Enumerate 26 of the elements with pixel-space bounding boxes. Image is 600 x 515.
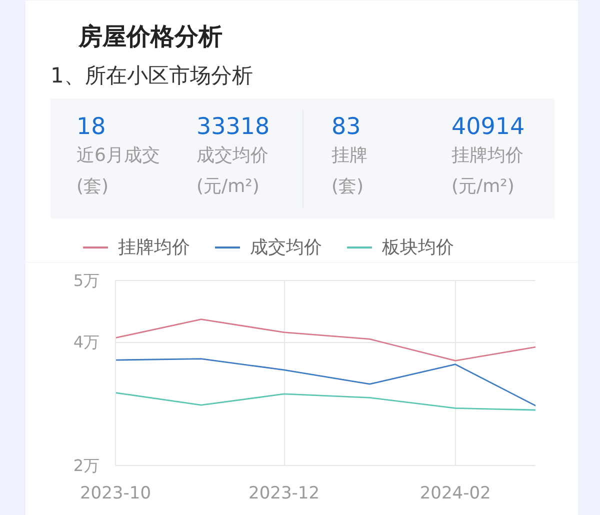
text: 40914: [452, 114, 525, 140]
x-tick-label: 2023-12: [248, 484, 320, 504]
text: 18: [76, 114, 106, 140]
legend-label: 成交均价: [250, 236, 322, 259]
text: 成交均价: [196, 145, 268, 166]
chart-title: 房屋价格分析: [78, 22, 222, 50]
line-series: [116, 358, 536, 406]
y-tick-label: 2万: [73, 456, 100, 475]
chart-subtitle: 1、所在小区市场分析: [50, 64, 253, 88]
y-tick-label: 4万: [73, 332, 100, 352]
text: 挂牌均价: [452, 145, 524, 166]
text: 33318: [196, 114, 270, 140]
text: (元/m²): [452, 176, 514, 197]
text: (元/m²): [196, 176, 260, 197]
y-tick-label: 5万: [73, 271, 100, 290]
text: 挂牌: [332, 145, 368, 166]
text: 83: [332, 114, 361, 140]
line-series: [116, 318, 536, 362]
x-tick-label: 2024-02: [420, 484, 491, 504]
text: (套): [76, 176, 109, 197]
line-series: [116, 392, 536, 411]
legend-label: 挂牌均价: [118, 236, 190, 259]
legend-label: 板块均价: [382, 236, 454, 259]
text: (套): [332, 176, 364, 197]
text: 近6月成交: [76, 145, 160, 166]
x-tick-label: 2023-10: [80, 484, 152, 504]
